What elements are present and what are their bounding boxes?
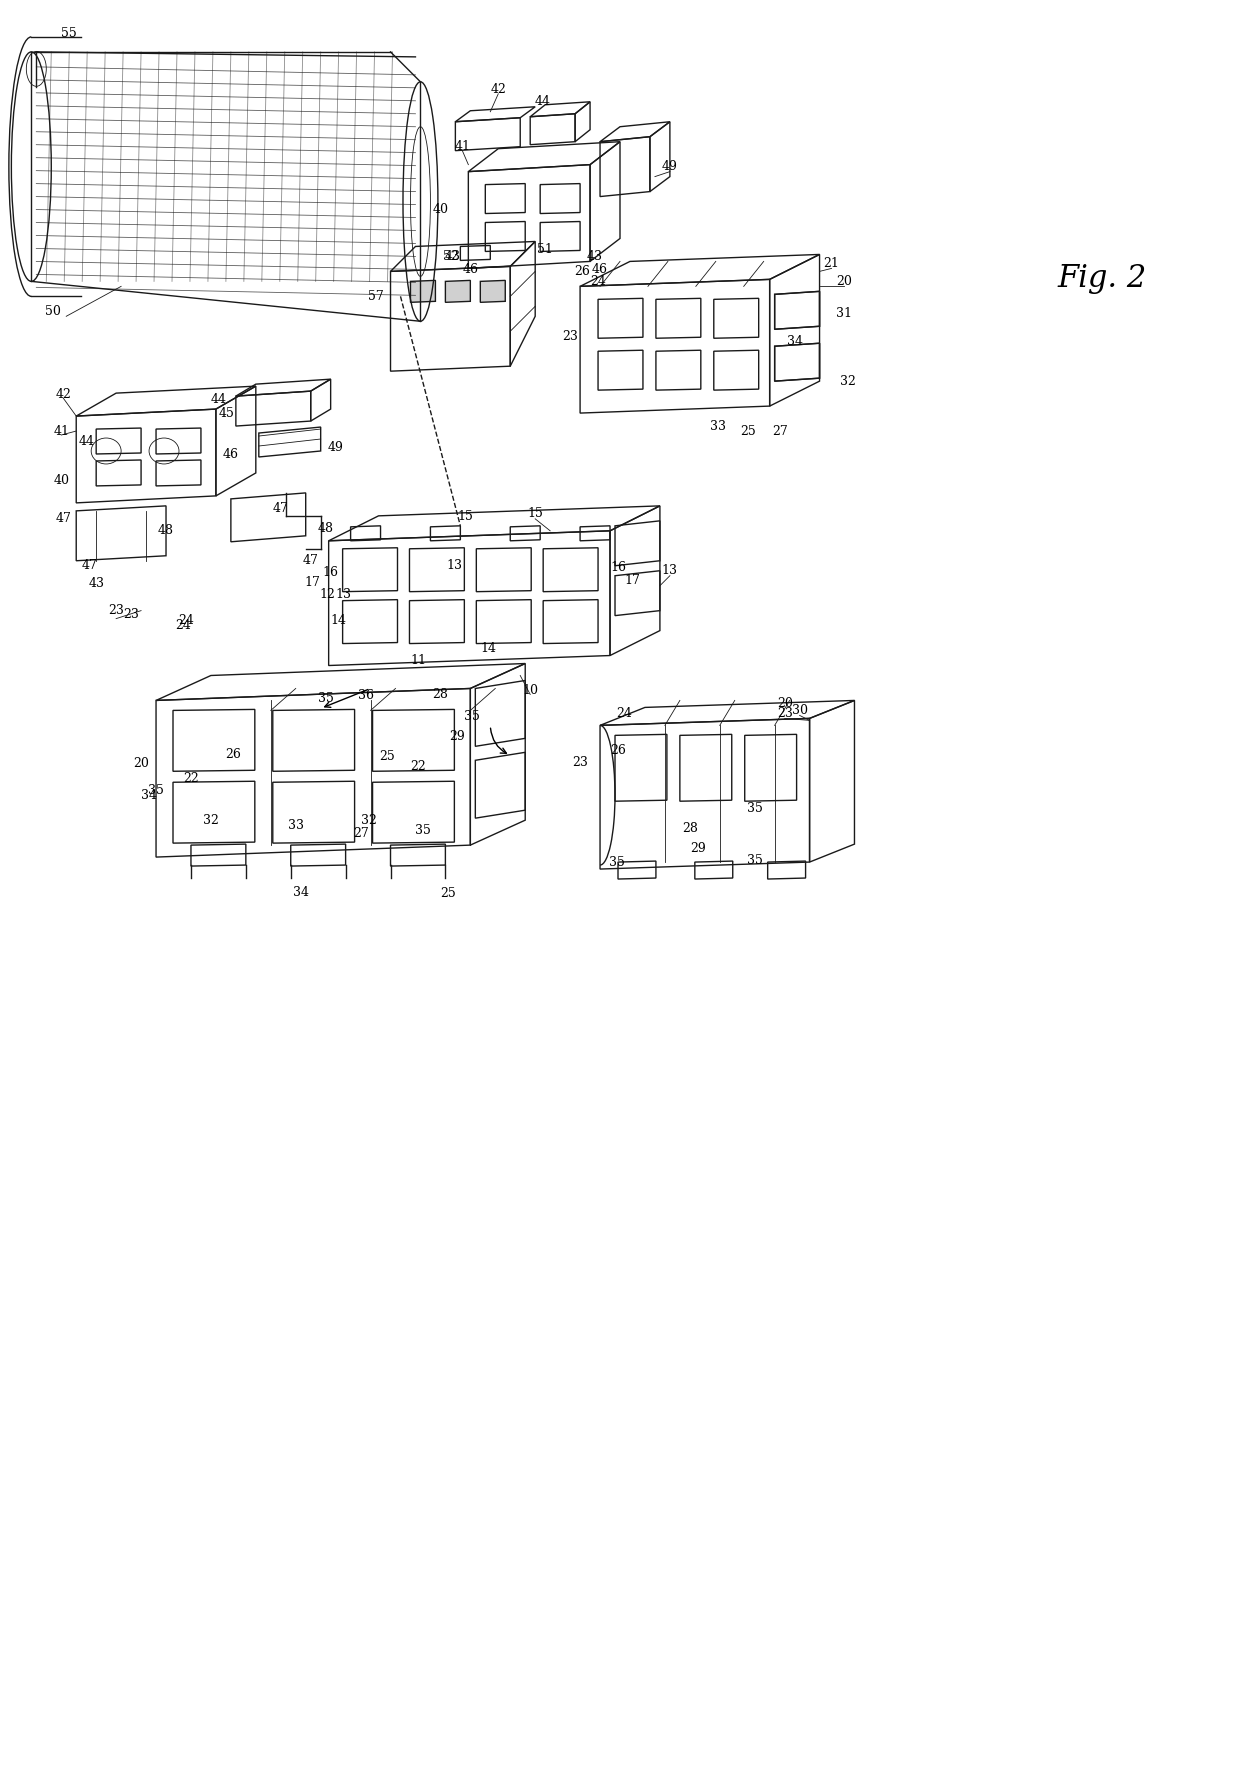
Text: 28: 28 <box>682 822 698 835</box>
Text: 49: 49 <box>327 441 343 454</box>
Text: 26: 26 <box>610 743 626 758</box>
Text: 23: 23 <box>572 756 588 768</box>
Text: 42: 42 <box>56 388 71 400</box>
Text: 43: 43 <box>88 577 104 590</box>
Text: 44: 44 <box>534 95 551 109</box>
Text: 25: 25 <box>740 425 755 438</box>
Text: 50: 50 <box>46 306 61 318</box>
Text: 20: 20 <box>133 756 149 770</box>
Text: 13: 13 <box>662 565 678 577</box>
Text: 35: 35 <box>465 709 480 724</box>
Text: 13: 13 <box>446 559 463 572</box>
Text: 15: 15 <box>458 511 474 524</box>
Text: 16: 16 <box>322 566 339 579</box>
Text: 25: 25 <box>440 886 456 899</box>
Text: 20: 20 <box>837 275 852 288</box>
Text: 25: 25 <box>379 751 396 763</box>
Text: 23: 23 <box>776 708 792 720</box>
Polygon shape <box>445 281 470 302</box>
Text: 43: 43 <box>587 250 603 263</box>
Text: 16: 16 <box>610 561 626 574</box>
Text: 34: 34 <box>293 886 309 899</box>
Text: 24: 24 <box>179 615 193 627</box>
Text: 46: 46 <box>463 263 479 275</box>
Text: 35: 35 <box>609 856 625 868</box>
Text: 10: 10 <box>522 684 538 697</box>
Text: 34: 34 <box>141 788 157 802</box>
Text: 48: 48 <box>317 522 334 536</box>
Text: 20: 20 <box>776 697 792 709</box>
Text: 35: 35 <box>148 784 164 797</box>
Text: 33: 33 <box>709 420 725 432</box>
Text: 27: 27 <box>352 827 368 840</box>
Text: 41: 41 <box>53 425 69 438</box>
Polygon shape <box>410 281 435 302</box>
Text: 32: 32 <box>361 813 377 827</box>
Text: 14: 14 <box>331 615 347 627</box>
Text: 35: 35 <box>746 802 763 815</box>
Text: 17: 17 <box>305 575 321 590</box>
Text: 47: 47 <box>82 559 97 572</box>
Text: 48: 48 <box>157 524 174 538</box>
Text: 23: 23 <box>108 604 124 617</box>
Polygon shape <box>480 281 505 302</box>
Text: 42: 42 <box>490 84 506 96</box>
Text: 24: 24 <box>616 708 632 720</box>
Text: 24: 24 <box>175 618 191 633</box>
Text: 32: 32 <box>203 813 218 827</box>
Text: 45: 45 <box>219 407 234 420</box>
Text: 49: 49 <box>662 161 678 173</box>
Text: 43: 43 <box>444 250 460 263</box>
Text: 46: 46 <box>591 263 608 275</box>
Text: 31: 31 <box>837 307 852 320</box>
Text: 57: 57 <box>368 289 383 302</box>
Text: 35: 35 <box>414 824 430 836</box>
Text: 14: 14 <box>480 642 496 656</box>
Text: 35: 35 <box>746 854 763 867</box>
Text: 24: 24 <box>590 275 606 288</box>
Text: 47: 47 <box>56 513 71 525</box>
Text: 23: 23 <box>123 608 139 622</box>
Text: 35: 35 <box>317 692 334 704</box>
Text: 23: 23 <box>562 331 578 343</box>
Text: 27: 27 <box>771 425 787 438</box>
Text: 11: 11 <box>410 654 427 667</box>
Text: 47: 47 <box>273 502 289 515</box>
Text: 15: 15 <box>527 508 543 520</box>
Text: 22: 22 <box>184 772 198 784</box>
Text: 40: 40 <box>433 204 449 216</box>
Text: 51: 51 <box>537 243 553 256</box>
Text: 33: 33 <box>288 818 304 831</box>
Text: 32: 32 <box>839 375 856 388</box>
Text: 13: 13 <box>336 588 352 600</box>
Text: 26: 26 <box>574 264 590 279</box>
Text: 36: 36 <box>357 690 373 702</box>
Text: 47: 47 <box>303 554 319 566</box>
Text: 29: 29 <box>449 729 465 743</box>
Text: 34: 34 <box>786 334 802 348</box>
Text: 21: 21 <box>823 257 839 270</box>
Text: 55: 55 <box>61 27 77 41</box>
Text: 17: 17 <box>624 574 640 588</box>
Text: 41: 41 <box>454 139 470 154</box>
Text: 44: 44 <box>78 434 94 447</box>
Text: 30: 30 <box>791 704 807 717</box>
Text: 40: 40 <box>53 474 69 488</box>
Text: 12: 12 <box>320 588 336 600</box>
Text: Fig. 2: Fig. 2 <box>1058 263 1147 293</box>
Text: 29: 29 <box>689 842 706 854</box>
Text: 28: 28 <box>433 688 449 701</box>
Text: 26: 26 <box>224 747 241 761</box>
Text: 22: 22 <box>410 759 427 772</box>
Text: 52: 52 <box>443 250 459 263</box>
Text: 44: 44 <box>211 393 227 406</box>
Text: 46: 46 <box>223 449 239 461</box>
